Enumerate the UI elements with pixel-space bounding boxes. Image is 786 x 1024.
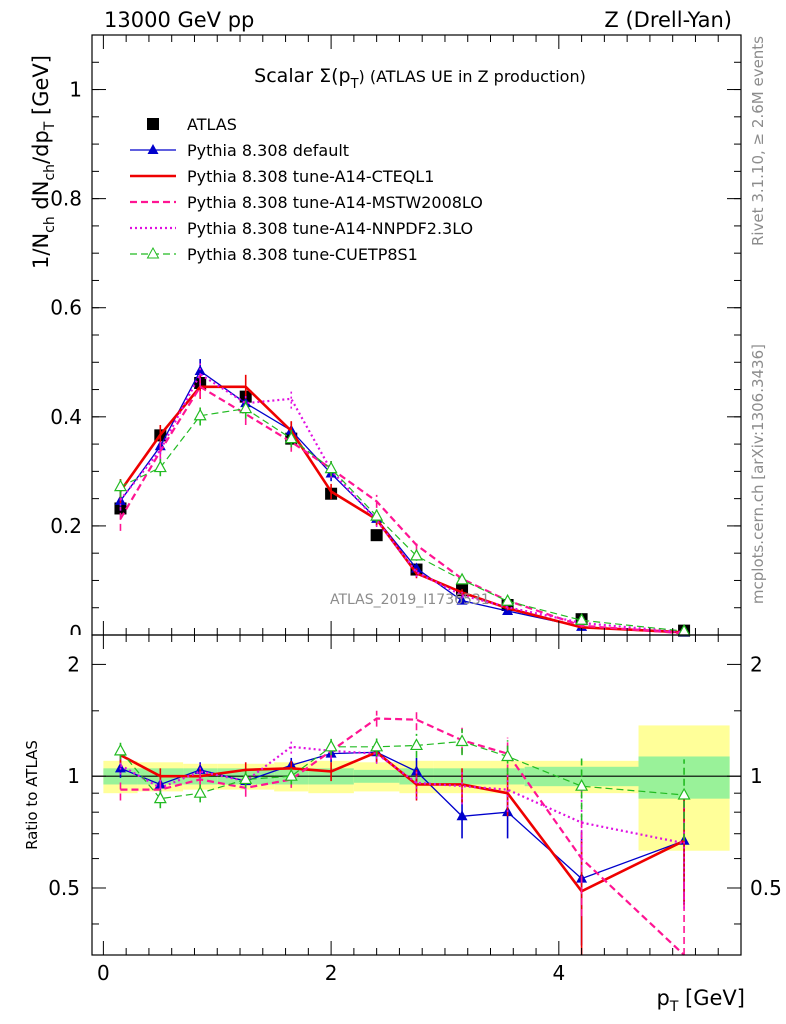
- series-marker: [370, 508, 384, 521]
- ratio-line: [119, 745, 685, 845]
- y-tick-label: 0.4: [50, 405, 82, 429]
- ratio-y-tick-label: 1: [67, 764, 80, 788]
- y-tick-label: 0: [69, 621, 82, 645]
- x-tick-label: 2: [325, 961, 338, 985]
- xlabel-sub: T: [669, 999, 679, 1015]
- legend-label: Pythia 8.308 tune-A14-NNPDF2.3LO: [187, 219, 473, 238]
- ratio-y-tick-label: 2: [67, 652, 80, 676]
- series-marker: [153, 460, 167, 473]
- main-ylabel: 1/Nch dNch/dpT [GeV]: [29, 55, 58, 269]
- x-axis-label: pT [GeV]: [656, 986, 745, 1015]
- series-marker: [239, 401, 253, 414]
- legend-marker: [147, 118, 159, 130]
- rivet-label: Rivet 3.1.10, ≥ 2.6M events: [749, 36, 767, 246]
- series-marker: [501, 593, 515, 606]
- legend-marker: [147, 144, 159, 154]
- ratio-panel: 0.5 0.5 1 1 2 2 0 2 4 Ratio to ATLAS pT [GeV]: [23, 634, 782, 1015]
- ratio-marker: [284, 768, 298, 781]
- header-left: 13000 GeV pp: [104, 8, 254, 32]
- ratio-line: [119, 750, 685, 893]
- ratio-marker: [575, 778, 589, 791]
- ratio-y-tick-label-right: 1: [750, 764, 763, 788]
- title-sub: T: [350, 77, 359, 92]
- header-right: Z (Drell-Yan): [604, 8, 732, 32]
- legend-label: ATLAS: [187, 115, 237, 134]
- legend-marker: [146, 246, 160, 259]
- ratio-marker: [153, 791, 167, 804]
- ylabel-part: /dp: [29, 130, 53, 164]
- ratio-y-tick-label-right: 2: [750, 652, 763, 676]
- ratio-ylabel: Ratio to ATLAS: [23, 740, 41, 850]
- series-marker: [284, 431, 298, 444]
- ratio-y-tick-label-right: 0.5: [750, 876, 782, 900]
- ratio-marker: [324, 739, 338, 752]
- legend-label: Pythia 8.308 default: [187, 141, 349, 160]
- series-marker: [409, 548, 424, 561]
- series-marker: [193, 408, 207, 421]
- ylabel-sub: ch: [42, 164, 58, 181]
- ratio-marker: [370, 739, 384, 752]
- main-panel: 0 0.2 0.4 0.6 0.8 1 ATLAS_2019_I1736531 Scala…: [29, 34, 742, 645]
- x-tick-label: 0: [97, 961, 110, 985]
- data-point-marker: [370, 529, 383, 542]
- xlabel-main: p: [656, 986, 669, 1010]
- y-tick-label: 1: [69, 78, 82, 102]
- series-line: [119, 372, 685, 634]
- y-tick-label: 0.2: [50, 514, 82, 538]
- ratio-frame: [91, 634, 742, 956]
- series-line: [120, 408, 685, 632]
- legend: ATLAS Pythia 8.308 default Pythia 8.308 tu…: [130, 115, 483, 264]
- y-tick-label: 0.8: [50, 187, 82, 211]
- ratio-marker: [114, 762, 126, 773]
- analysis-label: ATLAS_2019_I1736531: [330, 592, 490, 608]
- main-title: Scalar Σ(pT) (ATLAS UE in Z production): [254, 65, 586, 92]
- series-marker: [456, 594, 468, 605]
- ratio-marker: [677, 787, 691, 800]
- title-part: ) (ATLAS UE in Z production): [359, 67, 586, 86]
- ratio-marker: [193, 785, 207, 798]
- ratio-marker: [239, 772, 253, 785]
- xlabel-unit: [GeV]: [678, 986, 745, 1010]
- series-line: [119, 385, 685, 634]
- mcplots-label: mcplots.cern.ch [arXiv:1306.3436]: [749, 344, 767, 604]
- ratio-series-2: [119, 709, 685, 956]
- ratio-marker: [455, 734, 469, 747]
- series-marker: [113, 479, 127, 492]
- ratio-marker: [456, 810, 468, 821]
- series-marker: [575, 613, 589, 625]
- legend-label: Pythia 8.308 tune-A14-MSTW2008LO: [187, 193, 483, 212]
- ylabel-part: [GeV]: [29, 55, 53, 122]
- ylabel-sub: ch: [42, 216, 58, 233]
- ratio-marker: [113, 743, 127, 756]
- series-marker: [455, 572, 469, 585]
- series-5: [113, 398, 691, 636]
- x-tick-label: 4: [552, 961, 565, 985]
- title-part: Scalar Σ(p: [254, 65, 350, 87]
- ratio-series-4: [113, 728, 691, 841]
- legend-label: Pythia 8.308 tune-A14-CTEQL1: [187, 167, 434, 186]
- series-marker: [324, 461, 338, 474]
- ratio-marker: [501, 749, 515, 762]
- ylabel-part: dN: [29, 181, 53, 217]
- ylabel-part: 1/N: [29, 233, 53, 269]
- y-tick-label: 0.6: [50, 296, 82, 320]
- ratio-line: [120, 740, 685, 800]
- ratio-y-tick-label: 0.5: [48, 876, 80, 900]
- legend-label: Pythia 8.308 tune-CUETP8S1: [187, 245, 418, 264]
- ratio-marker: [409, 738, 424, 751]
- ratio-line: [120, 717, 685, 956]
- ylabel-sub: T: [42, 121, 58, 131]
